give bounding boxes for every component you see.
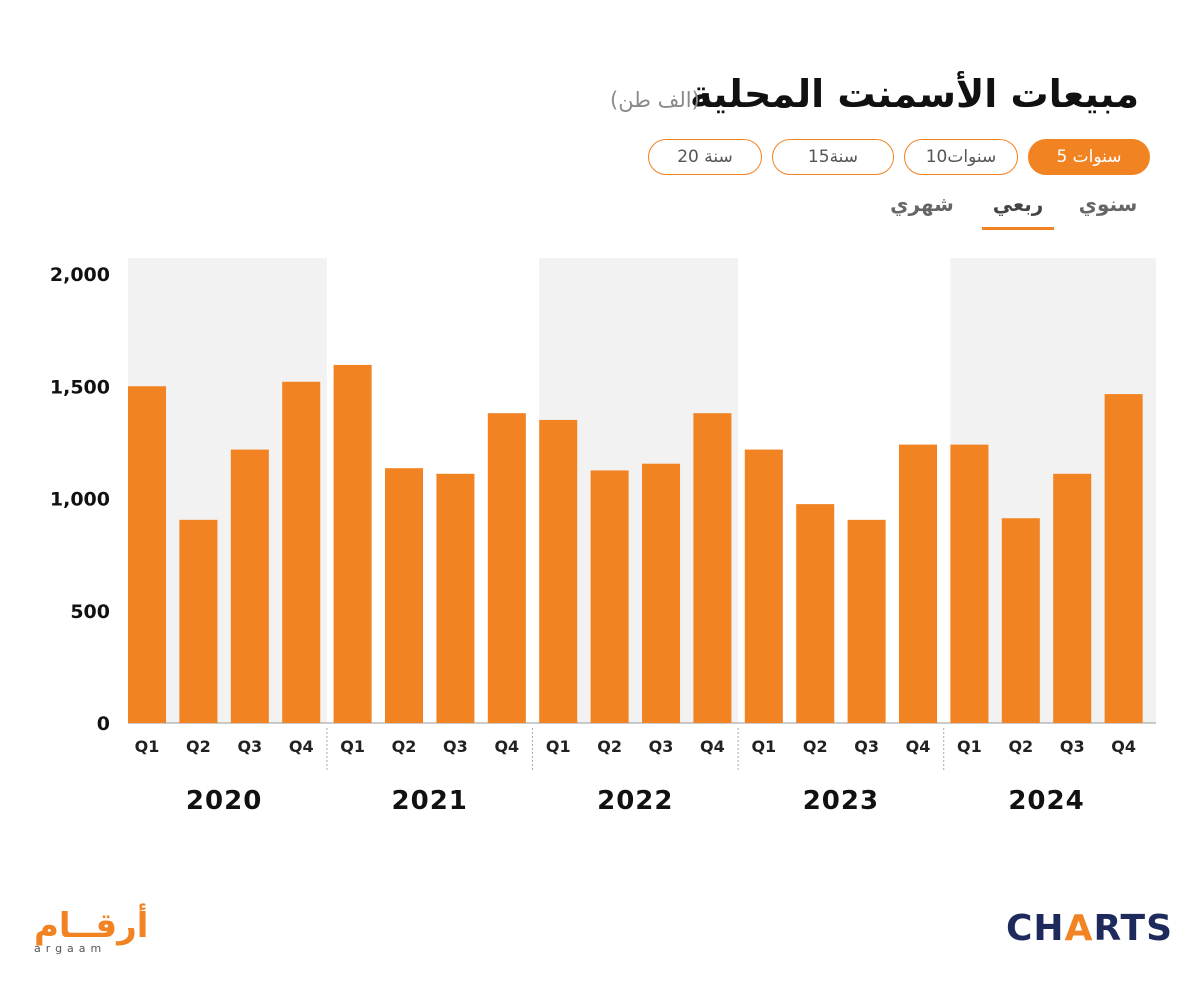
charts-logo: CHARTS xyxy=(1006,908,1174,949)
bar xyxy=(487,413,526,723)
tab-quarterly[interactable]: ربعي xyxy=(992,192,1044,216)
y-tick-label: 2,000 xyxy=(50,264,110,286)
year-label: 2023 xyxy=(803,786,879,816)
bar xyxy=(385,468,424,723)
x-tick-label: Q1 xyxy=(546,737,571,756)
tab-monthly[interactable]: شهري xyxy=(890,192,954,216)
range-button-5-years[interactable]: 5 سنوات xyxy=(1028,139,1150,175)
bar xyxy=(539,419,578,723)
x-tick-label: Q2 xyxy=(186,737,211,756)
bar xyxy=(1001,518,1040,723)
x-tick-label: Q3 xyxy=(649,737,674,756)
y-tick-label: 0 xyxy=(97,713,110,735)
bar xyxy=(847,519,886,723)
x-tick-label: Q4 xyxy=(700,737,725,756)
tab-annual[interactable]: سنوي xyxy=(1078,192,1138,216)
x-tick-label: Q3 xyxy=(237,737,262,756)
x-tick-label: Q1 xyxy=(751,737,776,756)
bar xyxy=(128,386,167,723)
y-tick-label: 1,500 xyxy=(50,376,110,398)
bar xyxy=(333,364,372,723)
argaam-logo: أرقــام argaam xyxy=(34,906,149,955)
bar xyxy=(796,504,835,723)
x-tick-label: Q3 xyxy=(443,737,468,756)
year-label: 2024 xyxy=(1008,786,1084,816)
bar xyxy=(899,444,938,723)
x-tick-label: Q2 xyxy=(597,737,622,756)
x-tick-label: Q2 xyxy=(392,737,417,756)
bar xyxy=(436,473,475,723)
bar xyxy=(282,381,321,723)
bar xyxy=(950,444,989,723)
x-tick-label: Q4 xyxy=(289,737,314,756)
x-tick-label: Q1 xyxy=(340,737,365,756)
x-tick-label: Q4 xyxy=(906,737,931,756)
x-tick-label: Q1 xyxy=(135,737,160,756)
chart-unit: (الف طن) xyxy=(610,88,700,112)
range-button-10-years[interactable]: 10سنوات xyxy=(904,139,1018,175)
year-label: 2022 xyxy=(597,786,673,816)
year-label: 2020 xyxy=(186,786,262,816)
bar xyxy=(744,449,783,723)
x-tick-label: Q4 xyxy=(494,737,519,756)
range-button-15-years[interactable]: 15سنة xyxy=(772,139,894,175)
bar xyxy=(1104,394,1143,723)
y-tick-label: 1,000 xyxy=(50,489,110,511)
bar xyxy=(590,470,629,723)
year-label: 2021 xyxy=(392,786,468,816)
x-tick-label: Q2 xyxy=(1008,737,1033,756)
range-button-20-years[interactable]: 20 سنة xyxy=(648,139,762,175)
x-tick-label: Q4 xyxy=(1111,737,1136,756)
x-tick-label: Q3 xyxy=(1060,737,1085,756)
x-tick-label: Q3 xyxy=(854,737,879,756)
active-tab-underline xyxy=(982,227,1054,230)
bar xyxy=(179,519,218,723)
bar xyxy=(642,463,681,723)
bar xyxy=(693,413,732,723)
bar xyxy=(1053,473,1092,723)
chart-title: مبيعات الأسمنت المحلية xyxy=(689,72,1139,116)
x-tick-label: Q1 xyxy=(957,737,982,756)
bar xyxy=(230,449,269,723)
x-tick-label: Q2 xyxy=(803,737,828,756)
y-tick-label: 500 xyxy=(70,601,110,623)
